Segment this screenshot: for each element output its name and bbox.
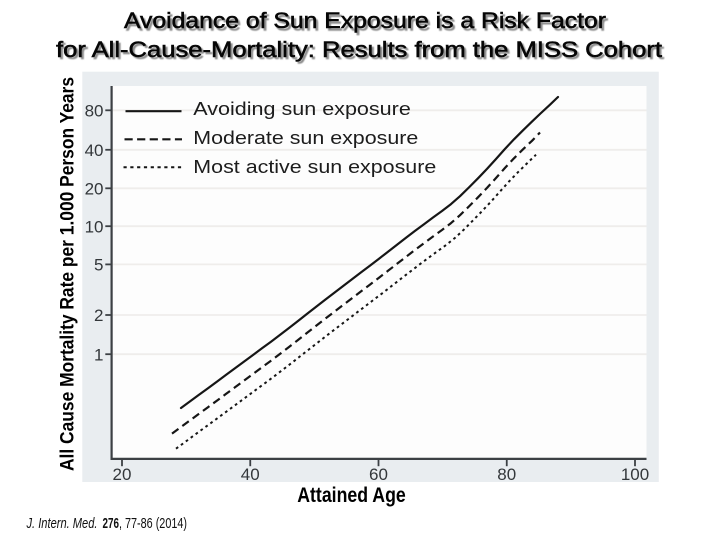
- svg-text:Most active sun exposure: Most active sun exposure: [193, 156, 436, 177]
- svg-text:20: 20: [85, 180, 104, 199]
- svg-text:Avoiding sun exposure: Avoiding sun exposure: [193, 98, 411, 119]
- svg-text:276: 276: [103, 516, 120, 532]
- svg-text:Avoidance of Sun Exposure is a: Avoidance of Sun Exposure is a Risk Fact…: [124, 8, 607, 33]
- svg-text:J. Intern. Med.: J. Intern. Med.: [26, 516, 98, 532]
- svg-text:5: 5: [94, 256, 103, 275]
- svg-text:Attained Age: Attained Age: [297, 482, 406, 507]
- svg-text:20: 20: [113, 465, 132, 484]
- svg-text:1: 1: [94, 345, 103, 364]
- svg-text:2: 2: [94, 306, 103, 325]
- svg-text:, 77-86 (2014): , 77-86 (2014): [119, 516, 187, 532]
- svg-text:40: 40: [85, 141, 104, 160]
- svg-text:80: 80: [85, 102, 104, 121]
- svg-text:for All-Cause-Mortality: Resul: for All-Cause-Mortality: Results from th…: [58, 39, 665, 64]
- svg-text:Moderate sun exposure: Moderate sun exposure: [193, 127, 418, 148]
- svg-text:40: 40: [241, 465, 260, 484]
- svg-text:100: 100: [621, 465, 649, 484]
- svg-text:All Cause Mortality Rate per 1: All Cause Mortality Rate per 1.000 Perso…: [57, 77, 79, 471]
- svg-text:60: 60: [369, 465, 388, 484]
- svg-text:80: 80: [497, 465, 516, 484]
- svg-text:for All-Cause-Mortality: Resul: for All-Cause-Mortality: Results from th…: [56, 37, 663, 62]
- svg-text:10: 10: [85, 217, 104, 236]
- svg-text:Avoidance of Sun Exposure is a: Avoidance of Sun Exposure is a Risk Fact…: [126, 10, 609, 35]
